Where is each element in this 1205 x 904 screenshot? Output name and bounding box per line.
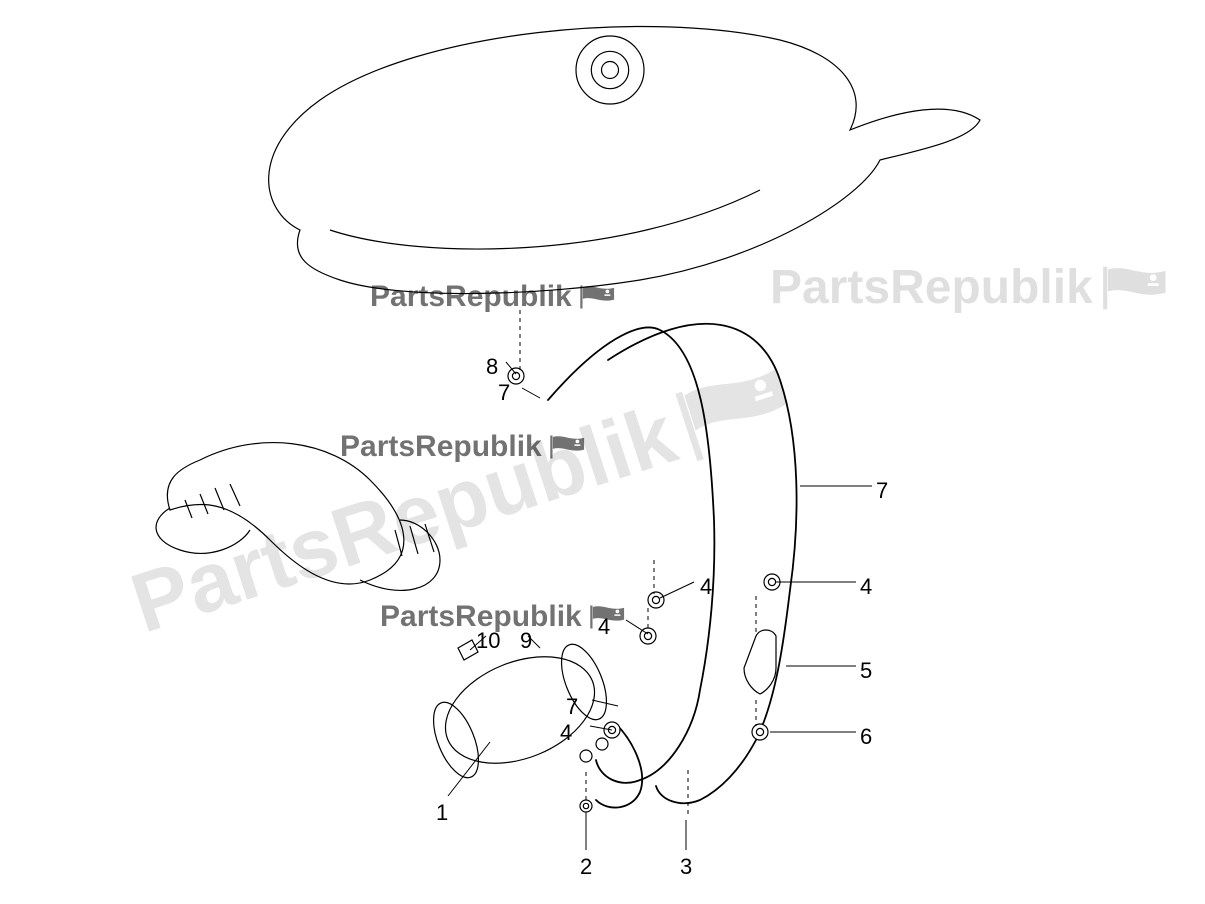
diagram-stage: { "canvas": { "width": 1205, "height": 9… [0, 0, 1205, 904]
fuel-tank-outline [269, 27, 980, 294]
flag-icon [1099, 264, 1169, 312]
callout-4: 4 [560, 720, 572, 746]
callout-8: 8 [486, 354, 498, 380]
watermark: PartsRepublik [770, 260, 1169, 315]
watermark-text: PartsRepublik [340, 430, 542, 464]
flag-icon [578, 284, 616, 310]
watermark-text: PartsRepublik [370, 280, 572, 314]
watermark: PartsRepublik [340, 430, 586, 464]
watermark: PartsRepublik [380, 600, 626, 634]
callout-6: 6 [860, 724, 872, 750]
flag-icon [548, 434, 586, 460]
callout-7: 7 [566, 694, 578, 720]
callout-3: 3 [680, 854, 692, 880]
callout-1: 1 [436, 800, 448, 826]
callout-4: 4 [860, 574, 872, 600]
callout-10: 10 [476, 628, 500, 654]
callout-9: 9 [520, 628, 532, 654]
callout-2: 2 [580, 854, 592, 880]
callout-5: 5 [860, 658, 872, 684]
charcoal-canister [424, 636, 615, 784]
callout-7: 7 [498, 380, 510, 406]
callout-4: 4 [700, 574, 712, 600]
watermark: PartsRepublik [370, 280, 616, 314]
callout-4: 4 [598, 614, 610, 640]
callout-7: 7 [876, 478, 888, 504]
watermark-text: PartsRepublik [770, 260, 1093, 315]
